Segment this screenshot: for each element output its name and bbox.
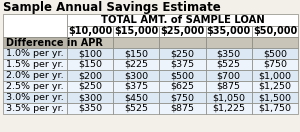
- Text: $1,000: $1,000: [258, 71, 291, 80]
- Text: $500: $500: [170, 71, 194, 80]
- Bar: [206, 92, 252, 103]
- Bar: [113, 37, 159, 48]
- Bar: [3, 14, 67, 37]
- Text: $15,000: $15,000: [114, 27, 158, 37]
- Bar: [206, 103, 252, 114]
- Text: 2.0% per yr.: 2.0% per yr.: [6, 71, 64, 80]
- Text: 3.0% per yr.: 3.0% per yr.: [6, 93, 64, 102]
- Bar: [67, 70, 113, 81]
- Text: $375: $375: [124, 82, 148, 91]
- Text: $525: $525: [124, 104, 148, 113]
- Text: $525: $525: [217, 60, 241, 69]
- Text: $750: $750: [263, 60, 287, 69]
- Bar: [67, 26, 113, 37]
- Bar: [67, 14, 298, 26]
- Bar: [159, 37, 206, 48]
- Text: $250: $250: [170, 49, 194, 58]
- Bar: [206, 26, 252, 37]
- Bar: [67, 48, 113, 59]
- Text: $300: $300: [124, 71, 148, 80]
- Text: $875: $875: [217, 82, 241, 91]
- Text: 3.5% per yr.: 3.5% per yr.: [6, 104, 64, 113]
- Bar: [3, 48, 67, 59]
- Bar: [67, 92, 113, 103]
- Bar: [113, 103, 159, 114]
- Bar: [252, 70, 298, 81]
- Bar: [159, 26, 206, 37]
- Text: $50,000: $50,000: [253, 27, 297, 37]
- Bar: [252, 92, 298, 103]
- Bar: [67, 37, 113, 48]
- Bar: [3, 81, 67, 92]
- Text: $875: $875: [170, 104, 194, 113]
- Bar: [206, 70, 252, 81]
- Text: $150: $150: [124, 49, 148, 58]
- Bar: [113, 81, 159, 92]
- Text: $750: $750: [170, 93, 194, 102]
- Text: $350: $350: [217, 49, 241, 58]
- Text: $1,750: $1,750: [258, 104, 291, 113]
- Text: $500: $500: [263, 49, 287, 58]
- Text: $625: $625: [170, 82, 194, 91]
- Bar: [113, 70, 159, 81]
- Text: $350: $350: [78, 104, 102, 113]
- Bar: [159, 59, 206, 70]
- Bar: [159, 70, 206, 81]
- Bar: [252, 59, 298, 70]
- Bar: [206, 81, 252, 92]
- Bar: [252, 26, 298, 37]
- Bar: [159, 48, 206, 59]
- Bar: [67, 59, 113, 70]
- Bar: [67, 103, 113, 114]
- Text: $1,225: $1,225: [212, 104, 245, 113]
- Bar: [252, 48, 298, 59]
- Text: $100: $100: [78, 49, 102, 58]
- Bar: [67, 81, 113, 92]
- Bar: [113, 92, 159, 103]
- Text: $1,500: $1,500: [258, 93, 291, 102]
- Text: $150: $150: [78, 60, 102, 69]
- Bar: [3, 70, 67, 81]
- Bar: [206, 59, 252, 70]
- Bar: [252, 37, 298, 48]
- Text: $25,000: $25,000: [160, 27, 205, 37]
- Text: $250: $250: [78, 82, 102, 91]
- Bar: [3, 92, 67, 103]
- Bar: [3, 59, 67, 70]
- Text: $375: $375: [170, 60, 195, 69]
- Text: 1.5% per yr.: 1.5% per yr.: [6, 60, 64, 69]
- Bar: [252, 103, 298, 114]
- Text: $225: $225: [124, 60, 148, 69]
- Text: $10,000: $10,000: [68, 27, 112, 37]
- Bar: [3, 37, 67, 48]
- Bar: [159, 92, 206, 103]
- Bar: [159, 103, 206, 114]
- Text: TOTAL AMT. of SAMPLE LOAN: TOTAL AMT. of SAMPLE LOAN: [100, 15, 264, 25]
- Text: 1.0% per yr.: 1.0% per yr.: [6, 49, 64, 58]
- Text: $1,050: $1,050: [212, 93, 245, 102]
- Bar: [206, 37, 252, 48]
- Text: Difference in APR: Difference in APR: [6, 37, 103, 48]
- Bar: [206, 48, 252, 59]
- Bar: [3, 103, 67, 114]
- Bar: [113, 48, 159, 59]
- Bar: [113, 59, 159, 70]
- Bar: [159, 81, 206, 92]
- Bar: [113, 26, 159, 37]
- Text: $1,250: $1,250: [258, 82, 291, 91]
- Text: $700: $700: [217, 71, 241, 80]
- Text: Sample Annual Savings Estimate: Sample Annual Savings Estimate: [3, 1, 221, 14]
- Text: $450: $450: [124, 93, 148, 102]
- Text: $200: $200: [78, 71, 102, 80]
- Text: 2.5% per yr.: 2.5% per yr.: [6, 82, 64, 91]
- Bar: [252, 81, 298, 92]
- Text: $35,000: $35,000: [207, 27, 251, 37]
- Text: $300: $300: [78, 93, 102, 102]
